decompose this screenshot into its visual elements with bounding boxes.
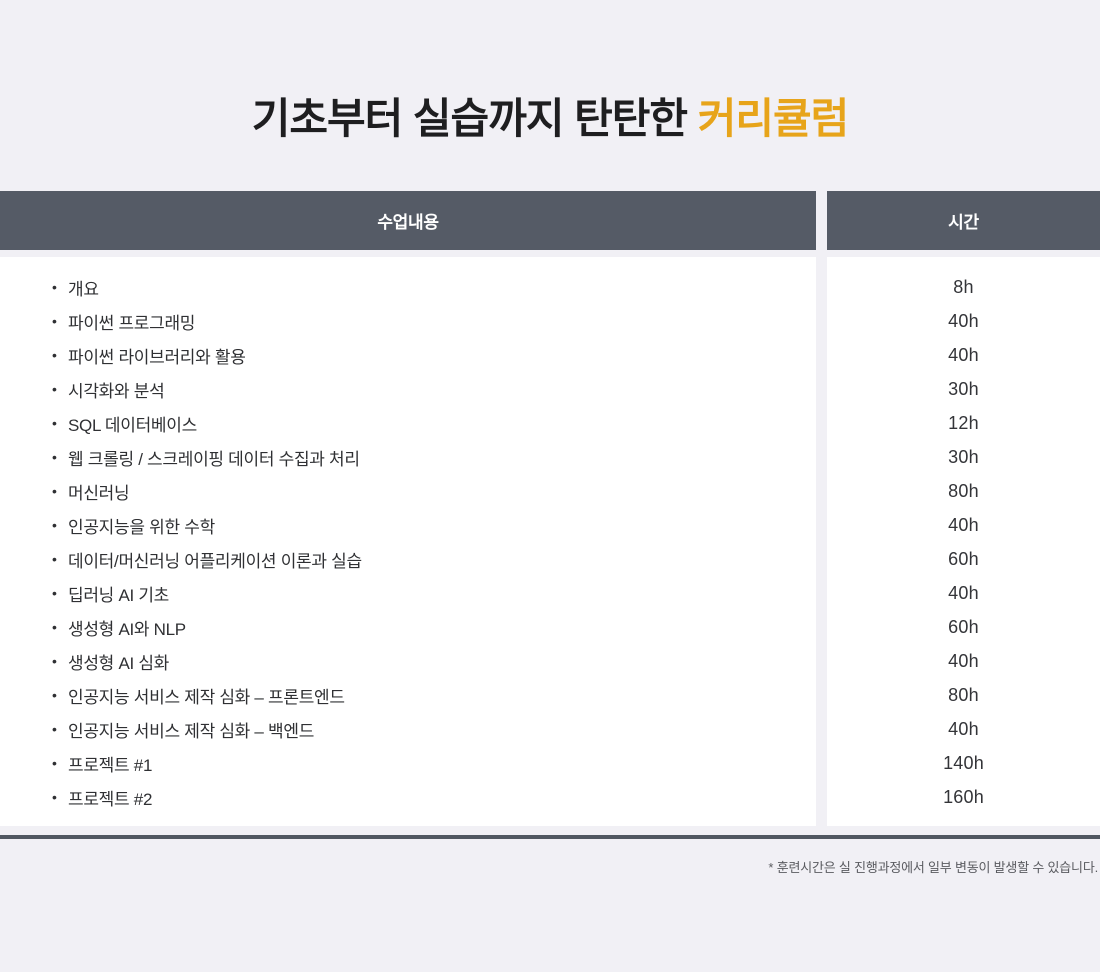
bullet-icon: • [52,619,57,635]
course-hours: 60h [948,548,979,569]
course-label: 인공지능 서비스 제작 심화 – 백엔드 [68,721,315,741]
column-header-hours-label: 시간 [948,213,979,232]
course-row: • 인공지능 서비스 제작 심화 – 백엔드 [0,712,816,746]
column-header-content-label: 수업내용 [377,213,439,232]
page-title-prefix: 기초부터 실습까지 탄탄한 [251,95,698,142]
course-label: 생성형 AI와 NLP [68,619,186,639]
bullet-icon: • [52,483,57,499]
course-label: 파이썬 프로그래밍 [68,313,196,333]
course-label: 인공지능을 위한 수학 [68,517,215,537]
course-row: • 데이터/머신러닝 어플리케이션 이론과 실습 [0,542,816,576]
course-row: • 인공지능을 위한 수학 [0,508,816,542]
course-row: • 웹 크롤링 / 스크레이핑 데이터 수집과 처리 [0,440,816,474]
page-title-accent: 커리큘럼 [697,95,850,142]
bullet-icon: • [52,755,57,771]
course-hours: 40h [948,310,979,331]
course-label: 파이썬 라이브러리와 활용 [68,347,246,367]
course-hours: 140h [943,752,984,773]
course-label: 개요 [68,279,99,299]
bullet-icon: • [52,279,57,295]
course-hours: 40h [948,650,979,671]
bullet-icon: • [52,789,57,805]
bottom-divider [0,835,1100,839]
bullet-icon: • [52,313,57,329]
course-label: 시각화와 분석 [68,381,165,401]
bullet-icon: • [52,415,57,431]
course-row: • 프로젝트 #1 [0,746,816,780]
course-label: 머신러닝 [68,483,130,503]
course-hours: 40h [948,344,979,365]
column-header-hours: 시간 [827,191,1100,250]
course-row: • 딥러닝 AI 기초 [0,576,816,610]
bullet-icon: • [52,347,57,363]
course-hours: 40h [948,718,979,739]
course-hours: 40h [948,514,979,535]
course-hours: 12h [948,412,979,433]
course-hours: 80h [948,480,979,501]
content-column-body: • 개요 • 파이썬 프로그래밍 • 파이썬 라이브러리와 활용 • 시각화와 분석 • SQL … [0,257,816,826]
course-label: 웹 크롤링 / 스크레이핑 데이터 수집과 처리 [68,449,360,469]
page-title: 기초부터 실습까지 탄탄한 커리큘럼 [0,0,1100,143]
course-row: • 시각화와 분석 [0,372,816,406]
course-row: • 개요 [0,270,816,304]
course-hours: 30h [948,446,979,467]
course-hours: 80h [948,684,979,705]
curriculum-table: 수업내용 시간 • 개요 • 파이썬 프로그래밍 • 파이썬 라이브러리와 활용 • 시각화와… [0,191,1100,826]
course-row: • 프로젝트 #2 [0,780,816,814]
bullet-icon: • [52,551,57,567]
course-hours: 8h [953,276,974,297]
course-hours: 40h [948,582,979,603]
bullet-icon: • [52,585,57,601]
course-label: 프로젝트 #2 [68,789,153,809]
course-row: • 생성형 AI와 NLP [0,610,816,644]
hours-column-body: 8h 40h 40h 30h 12h 30h 80h 40h 60h 40h 60h 40h 80h 40… [827,257,1100,826]
bullet-icon: • [52,517,57,533]
course-row: • 머신러닝 [0,474,816,508]
course-label: SQL 데이터베이스 [68,415,197,435]
course-label: 프로젝트 #1 [68,755,153,775]
course-label: 생성형 AI 심화 [68,653,170,673]
course-row: • 파이썬 라이브러리와 활용 [0,338,816,372]
course-label: 데이터/머신러닝 어플리케이션 이론과 실습 [68,551,362,571]
course-hours: 30h [948,378,979,399]
column-header-content: 수업내용 [0,191,816,250]
course-row: • 파이썬 프로그래밍 [0,304,816,338]
bullet-icon: • [52,381,57,397]
bullet-icon: • [52,653,57,669]
header-body-gap [0,250,1100,257]
course-row: • SQL 데이터베이스 [0,406,816,440]
bullet-icon: • [52,721,57,737]
course-label: 딥러닝 AI 기초 [68,585,170,605]
course-row: • 생성형 AI 심화 [0,644,816,678]
bullet-icon: • [52,449,57,465]
course-row: • 인공지능 서비스 제작 심화 – 프론트엔드 [0,678,816,712]
bullet-icon: • [52,687,57,703]
course-hours: 60h [948,616,979,637]
course-hours: 160h [943,786,984,807]
footnote: * 훈련시간은 실 진행과정에서 일부 변동이 발생할 수 있습니다. [768,860,1098,875]
course-label: 인공지능 서비스 제작 심화 – 프론트엔드 [68,687,345,707]
